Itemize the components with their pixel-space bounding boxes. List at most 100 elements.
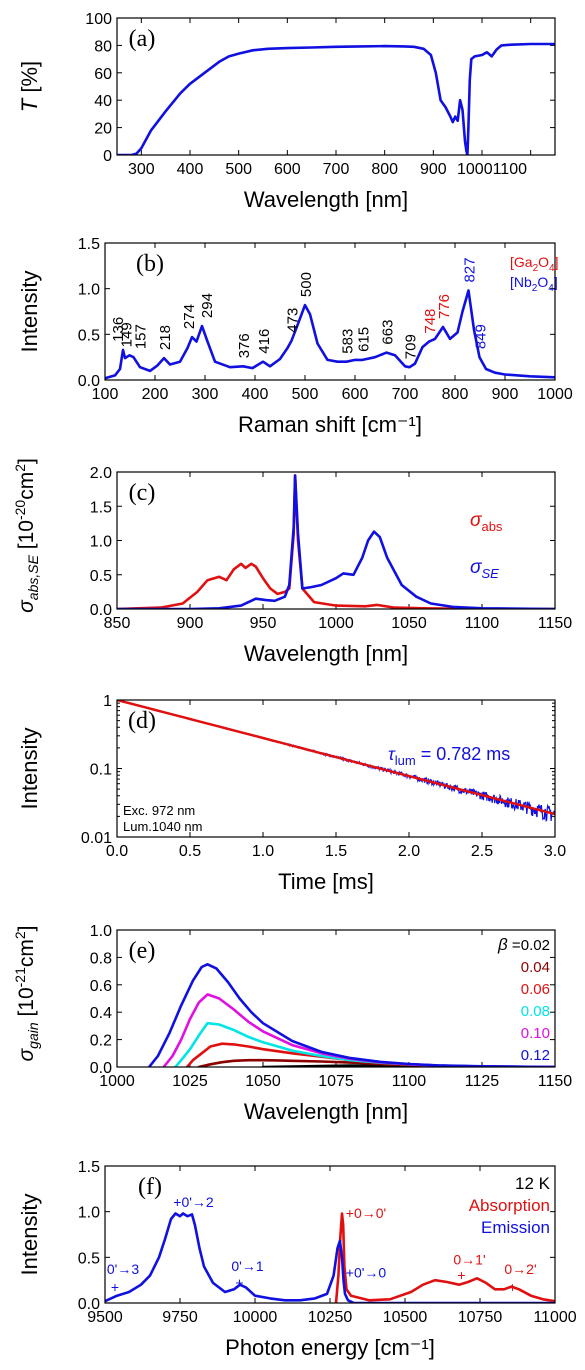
panel-label: (a) [129, 26, 156, 52]
x-tick-label: 400 [242, 386, 269, 403]
y-tick-label: 0.0 [90, 1060, 112, 1077]
x-tick-label: 9750 [162, 1309, 198, 1326]
transition-label: +0→0' [346, 1205, 386, 1221]
transition-label: 0→1' [453, 1252, 485, 1268]
y-axis-label: Intensity [17, 1194, 42, 1276]
y-tick-label: 0.6 [90, 978, 112, 995]
plot-frame [116, 699, 556, 838]
transition-label: 0→2' [504, 1261, 536, 1277]
series-line-SE [117, 474, 555, 609]
x-tick-label: 950 [250, 615, 277, 632]
x-axis-label: Time [ms] [278, 869, 374, 894]
peak-label: 615 [356, 327, 373, 352]
y-axis-label: σabs,SE [10-20cm2] [12, 458, 41, 613]
legend-sigma-se: σSE [470, 557, 499, 581]
peak-label: 776 [436, 294, 453, 319]
y-tick-label: 1.5 [90, 499, 112, 516]
transition-marker: + [508, 1279, 516, 1295]
axis-ticks [117, 17, 555, 156]
y-tick-label: 1.5 [78, 1159, 100, 1176]
y-tick-label: 1 [103, 693, 112, 710]
y-tick-label: 0.5 [78, 1250, 100, 1267]
peak-label: 157 [133, 324, 150, 349]
peak-label: 136 [110, 317, 127, 342]
y-tick-label: 0.8 [90, 950, 112, 967]
series-line-Emission [105, 1212, 555, 1303]
legend: [Ga2O4][Nb2O4] [510, 254, 558, 294]
x-tick-label: 10250 [308, 1309, 353, 1326]
panel-label: (f) [138, 1174, 162, 1200]
legend-beta-0.08: 0.08 [521, 1003, 550, 1020]
y-tick-label: 2.0 [90, 465, 112, 482]
x-tick-label: 600 [274, 161, 301, 178]
series-line-0 [117, 42, 555, 155]
y-tick-label: 100 [85, 11, 112, 28]
peak-label: 663 [380, 320, 397, 345]
x-tick-label: 300 [192, 386, 219, 403]
x-tick-label: 1125 [465, 1073, 500, 1090]
axis-ticks [116, 471, 556, 610]
y-tick-label: 0.0 [78, 1296, 100, 1313]
legend-sigma-abs: σabs [470, 510, 503, 534]
transition-label: 0'→3 [107, 1261, 139, 1277]
x-tick-label: 500 [292, 386, 319, 403]
peak-label: 583 [340, 329, 357, 354]
peak-label: 473 [285, 308, 302, 333]
x-axis-label: Wavelength [nm] [244, 641, 408, 666]
legend-nb2o4: [Nb2O4] [510, 274, 558, 294]
y-tick-label: 80 [94, 38, 112, 55]
x-tick-label: 10000 [233, 1309, 278, 1326]
transition-label: 0'→1 [231, 1258, 263, 1274]
legend: β = 0.02 0.04 0.06 0.08 0.10 0.12 [497, 935, 550, 1064]
x-tick-label: 400 [177, 161, 204, 178]
temperature-label: 12 K [515, 1174, 551, 1193]
x-tick-label: 500 [225, 161, 252, 178]
y-axis-label: σgain [10-21cm2] [12, 925, 41, 1061]
x-tick-label: 1.0 [252, 843, 274, 860]
x-tick-label: 700 [392, 386, 419, 403]
x-tick-label: 0.5 [179, 843, 201, 860]
x-tick-label: 900 [177, 615, 204, 632]
x-tick-label: 700 [323, 161, 350, 178]
axis-ticks [116, 929, 556, 1068]
legend-beta-0.04: 0.04 [521, 959, 550, 976]
legend-beta-0.06: 0.06 [521, 981, 550, 998]
panel-b: 100 200 300 400 500 600 700 800 900 1000 0.0 0.5 1.0… [17, 236, 573, 437]
panel-label: (b) [136, 251, 164, 277]
x-tick-label: 850 [104, 615, 131, 632]
panel-label: (e) [129, 938, 156, 964]
peak-label: 827 [462, 257, 479, 282]
x-tick-label: 9500 [87, 1309, 123, 1326]
peak-label: 748 [422, 309, 439, 334]
legend-beta-0.10: 0.10 [521, 1025, 550, 1042]
x-tick-label: 800 [371, 161, 398, 178]
x-tick-label: 800 [442, 386, 469, 403]
peak-label: 849 [473, 324, 490, 349]
x-tick-label: 1050 [245, 1073, 281, 1090]
plot-frame [104, 1165, 556, 1304]
peak-label: 294 [199, 293, 216, 318]
y-axis-label: Intensity [17, 271, 42, 353]
legend-ga2o4: [Ga2O4] [510, 254, 558, 274]
y-tick-label: 20 [94, 121, 112, 138]
legend-absorption: Absorption [469, 1196, 550, 1215]
x-axis-label: Wavelength [nm] [244, 187, 408, 212]
panel-e: 1000 1025 1050 1075 1100 1125 1150 0.0 0.2 0.4 0.6… [12, 923, 572, 1124]
y-tick-label: 1.0 [90, 534, 112, 551]
y-axis-label: T [%] [17, 61, 42, 112]
x-tick-label: 2.5 [471, 843, 493, 860]
x-tick-label: 0.0 [106, 843, 128, 860]
series-line-abs [117, 474, 555, 609]
x-tick-label: 100 [92, 386, 119, 403]
x-tick-label: 10500 [383, 1309, 428, 1326]
x-tick-label: 900 [420, 161, 447, 178]
peak-label: 218 [157, 325, 174, 350]
peak-label: 376 [236, 333, 253, 358]
y-tick-label: 1.0 [78, 282, 100, 299]
series-fit [117, 700, 555, 816]
plot-area [105, 289, 555, 380]
x-tick-label: 10750 [458, 1309, 503, 1326]
x-tick-label: 1075 [318, 1073, 354, 1090]
peak-label: 500 [298, 272, 315, 297]
panel-f: 9500 9750 10000 10250 10500 10750 11000 0.0 0.5 1… [17, 1159, 577, 1360]
